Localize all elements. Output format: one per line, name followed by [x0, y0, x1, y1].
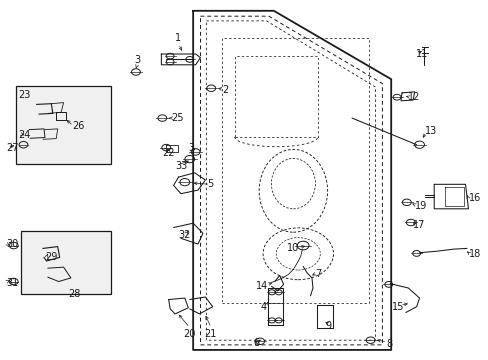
Text: 11: 11: [415, 49, 427, 59]
Text: 27: 27: [6, 143, 19, 153]
Text: 15: 15: [391, 302, 404, 312]
Text: 24: 24: [19, 130, 31, 140]
Text: 18: 18: [468, 249, 480, 259]
Text: 10: 10: [286, 243, 299, 253]
Text: 32: 32: [178, 230, 191, 240]
Text: 5: 5: [207, 179, 213, 189]
Text: 6: 6: [252, 338, 259, 348]
Text: 16: 16: [468, 193, 480, 203]
Text: 12: 12: [407, 92, 420, 102]
Bar: [20, 231, 111, 294]
Text: 22: 22: [162, 148, 175, 158]
Text: 23: 23: [19, 90, 31, 100]
Text: 20: 20: [183, 329, 196, 339]
Text: 31: 31: [6, 278, 18, 288]
Text: 21: 21: [203, 329, 216, 339]
Text: 3: 3: [188, 143, 194, 153]
Text: 33: 33: [175, 161, 187, 171]
Text: 8: 8: [386, 339, 392, 349]
Text: 2: 2: [222, 85, 228, 95]
Text: 4: 4: [260, 302, 266, 312]
Text: 28: 28: [68, 289, 81, 299]
Text: 26: 26: [72, 121, 84, 131]
Text: 13: 13: [425, 126, 437, 136]
Text: 17: 17: [412, 220, 425, 230]
Text: 30: 30: [6, 239, 18, 249]
Text: 3: 3: [134, 55, 140, 65]
Text: 14: 14: [255, 281, 267, 291]
Text: 29: 29: [45, 252, 57, 262]
Text: 25: 25: [171, 113, 183, 123]
Text: 7: 7: [315, 269, 321, 279]
Text: 9: 9: [325, 321, 331, 331]
Text: 1: 1: [175, 33, 181, 43]
Text: 19: 19: [414, 201, 426, 211]
Bar: [16, 86, 111, 164]
